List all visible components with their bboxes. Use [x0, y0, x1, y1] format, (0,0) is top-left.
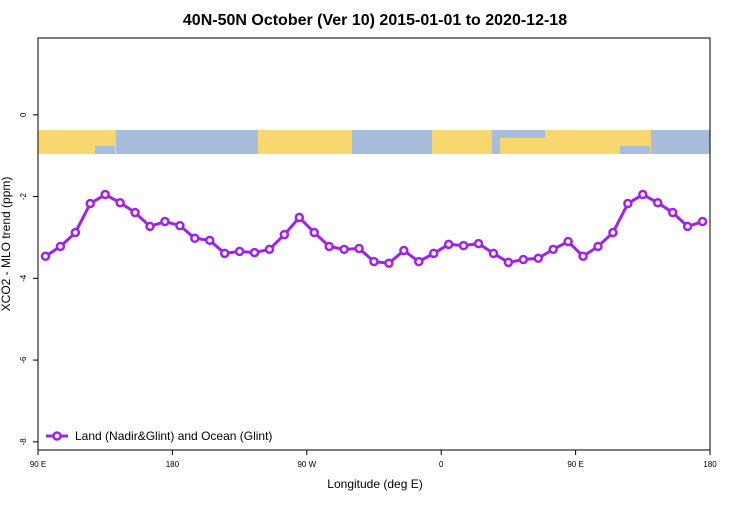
- data-point: [204, 235, 215, 246]
- data-point: [40, 251, 51, 262]
- y-axis-label: XCO2 - MLO trend (ppm): [0, 177, 13, 312]
- data-point: [518, 254, 529, 265]
- data-point: [593, 241, 603, 252]
- land: [432, 130, 492, 154]
- x-tick-label: 180: [703, 460, 717, 469]
- data-point: [100, 189, 110, 200]
- data-point: [219, 248, 230, 259]
- data-point: [324, 241, 334, 252]
- data-point: [175, 220, 185, 231]
- ocean: [620, 146, 650, 154]
- data-point: [234, 246, 245, 257]
- x-axis-label: Longitude (deg E): [327, 477, 422, 491]
- data-point: [339, 244, 349, 255]
- data-point: [384, 258, 394, 268]
- legend-label: Land (Nadir&Glint) and Ocean (Glint): [75, 429, 272, 443]
- data-point: [667, 207, 678, 218]
- data-point: [488, 248, 499, 259]
- data-point: [563, 236, 573, 247]
- data-point: [503, 257, 514, 268]
- data-point: [309, 227, 320, 238]
- data-point: [85, 198, 96, 209]
- data-point: [533, 253, 544, 264]
- data-point: [414, 256, 424, 267]
- data-point: [458, 240, 469, 251]
- data-point: [697, 216, 708, 227]
- data-point: [70, 227, 81, 238]
- data-point: [638, 189, 648, 200]
- data-point: [652, 197, 663, 208]
- map-strip: [38, 130, 710, 154]
- y-tick-label: -2: [19, 192, 28, 200]
- data-point: [249, 247, 260, 258]
- data-point: [548, 244, 558, 255]
- y-tick-label: -8: [19, 438, 28, 446]
- data-point: [399, 245, 409, 256]
- x-tick-label: 180: [166, 460, 180, 469]
- data-point: [473, 238, 484, 249]
- x-tick-label: 90 E: [30, 460, 46, 469]
- data-point: [160, 216, 170, 227]
- legend-marker: [52, 431, 62, 441]
- data-point: [294, 212, 305, 223]
- data-point: [115, 197, 125, 208]
- y-tick-label: 0: [19, 112, 28, 117]
- x-tick-label: 0: [439, 460, 444, 469]
- data-point: [190, 233, 200, 244]
- plot-frame: [37, 37, 711, 451]
- y-tick-label: -6: [19, 356, 28, 364]
- data-point: [623, 198, 633, 209]
- y-tick-label: -4: [19, 274, 28, 282]
- series-line: [44, 192, 704, 265]
- data-point: [130, 207, 140, 218]
- data-point: [682, 221, 693, 232]
- data-point: [264, 244, 275, 255]
- data-point: [608, 227, 618, 238]
- data-point: [428, 248, 439, 259]
- data-point: [578, 251, 588, 262]
- land: [500, 138, 545, 154]
- land: [258, 130, 352, 154]
- ocean: [95, 146, 115, 154]
- data-point: [55, 241, 66, 252]
- data-point: [369, 256, 379, 267]
- data-point: [279, 229, 290, 240]
- chart-title: 40N-50N October (Ver 10) 2015-01-01 to 2…: [183, 12, 567, 29]
- data-point: [354, 243, 364, 254]
- x-tick-label: 90 W: [297, 460, 316, 469]
- data-point: [443, 239, 454, 250]
- data-point: [145, 221, 155, 232]
- x-tick-label: 90 E: [567, 460, 583, 469]
